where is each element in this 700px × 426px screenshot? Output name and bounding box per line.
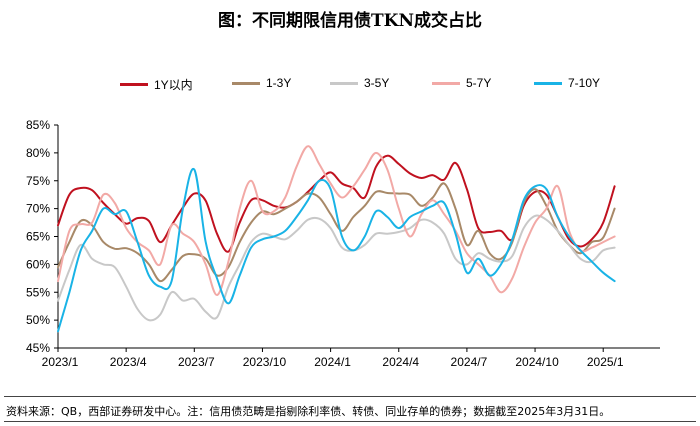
- x-tick-label: 2023/7: [178, 355, 215, 369]
- y-tick-label: 65%: [26, 230, 50, 244]
- x-tick-label: 2024/1: [314, 355, 351, 369]
- legend-label: 5-7Y: [466, 76, 492, 90]
- legend-swatch: [330, 81, 358, 85]
- y-tick-label: 55%: [26, 285, 50, 299]
- legend-item-7-10y: 7-10Y: [534, 76, 600, 90]
- x-tick-label: 2023/1: [42, 355, 79, 369]
- legend-item-1y: 1Y以内: [120, 76, 193, 93]
- source-note: 资料来源：QB，西部证券研发中心。注：信用债范畴是指剔除利率债、转债、同业存单的…: [6, 405, 611, 418]
- legend-label: 1-3Y: [266, 76, 292, 90]
- legend-swatch: [534, 81, 562, 85]
- chart-legend: 1Y以内 1-3Y 3-5Y 5-7Y 7-10Y: [0, 76, 700, 92]
- series-line-2: [57, 214, 616, 322]
- page-title: 图：不同期限信用债TKN成交占比: [218, 11, 482, 31]
- series-line-4: [57, 167, 616, 333]
- legend-swatch: [120, 83, 148, 86]
- x-tick-label: 2024/7: [451, 355, 488, 369]
- x-tick-label: 2024/4: [382, 355, 419, 369]
- legend-label: 3-5Y: [364, 76, 390, 90]
- legend-item-5-7y: 5-7Y: [432, 76, 491, 90]
- legend-swatch: [232, 81, 260, 85]
- legend-swatch: [432, 81, 460, 85]
- x-tick-label: 2023/4: [110, 355, 147, 369]
- y-tick-label: 85%: [26, 118, 50, 132]
- x-tick-label: 2025/1: [587, 355, 624, 369]
- x-tick-label: 2024/10: [515, 355, 559, 369]
- legend-item-3-5y: 3-5Y: [330, 76, 389, 90]
- series-line-3: [57, 145, 616, 297]
- y-tick-label: 60%: [26, 257, 50, 271]
- legend-item-1-3y: 1-3Y: [232, 76, 291, 90]
- y-tick-label: 75%: [26, 174, 50, 188]
- x-tick-label: 2023/10: [243, 355, 287, 369]
- footer-divider-bottom: [4, 421, 696, 422]
- y-tick-label: 80%: [26, 146, 50, 160]
- footer-divider: [4, 396, 696, 397]
- legend-label: 7-10Y: [568, 76, 601, 90]
- y-tick-label: 50%: [26, 313, 50, 327]
- legend-label: 1Y以内: [154, 78, 193, 92]
- y-tick-label: 70%: [26, 202, 50, 216]
- y-tick-label: 45%: [26, 341, 50, 355]
